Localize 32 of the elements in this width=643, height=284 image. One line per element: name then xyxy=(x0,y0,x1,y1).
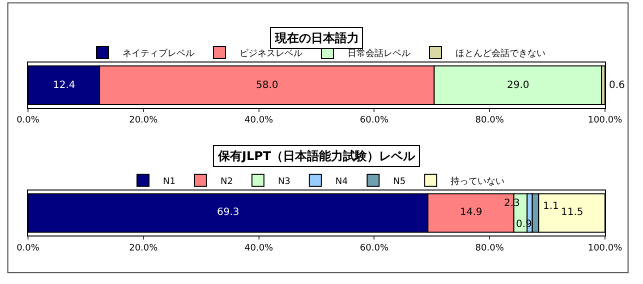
legend-label: N3 xyxy=(278,176,290,187)
x-tick-label: 20.0% xyxy=(129,116,158,126)
data-label: 29.0 xyxy=(507,80,530,91)
chart-title: 保有JLPT（日本語能力試験）レベル xyxy=(217,149,416,163)
data-label: 11.5 xyxy=(561,207,584,218)
x-tick-label: 0.0% xyxy=(16,116,40,126)
x-tick-label: 40.0% xyxy=(244,116,274,126)
x-tick-label: 60.0% xyxy=(360,244,389,254)
x-tick-label: 100.0% xyxy=(588,244,623,254)
legend-label: N2 xyxy=(220,176,233,187)
legend-label: ほとんど会話できない xyxy=(456,48,546,60)
legend-label: ネイティブレベル xyxy=(122,48,194,60)
x-tick-label: 60.0% xyxy=(360,116,389,126)
data-label: 58.0 xyxy=(256,80,278,91)
data-label: 14.9 xyxy=(460,207,482,218)
data-label: 0.6 xyxy=(609,80,625,91)
chart-title: 現在の日本語力 xyxy=(274,31,359,45)
legend-label: 日常会話レベル xyxy=(348,48,410,60)
legend-label: N4 xyxy=(335,176,348,187)
data-label: 1.1 xyxy=(543,201,559,212)
x-tick-label: 40.0% xyxy=(244,244,274,254)
x-tick-label: 80.0% xyxy=(475,244,504,254)
legend-label: N5 xyxy=(393,176,406,187)
data-label: 69.3 xyxy=(217,207,240,218)
legend-label: ビジネスレベル xyxy=(240,48,302,60)
legend-label: N1 xyxy=(163,176,176,187)
x-tick-label: 0.0% xyxy=(16,244,40,254)
x-tick-label: 80.0% xyxy=(475,116,504,126)
x-tick-label: 100.0% xyxy=(588,116,623,126)
x-tick-label: 20.0% xyxy=(129,244,158,254)
legend-label: 持っていない xyxy=(450,176,505,187)
data-label: 12.4 xyxy=(53,80,76,91)
